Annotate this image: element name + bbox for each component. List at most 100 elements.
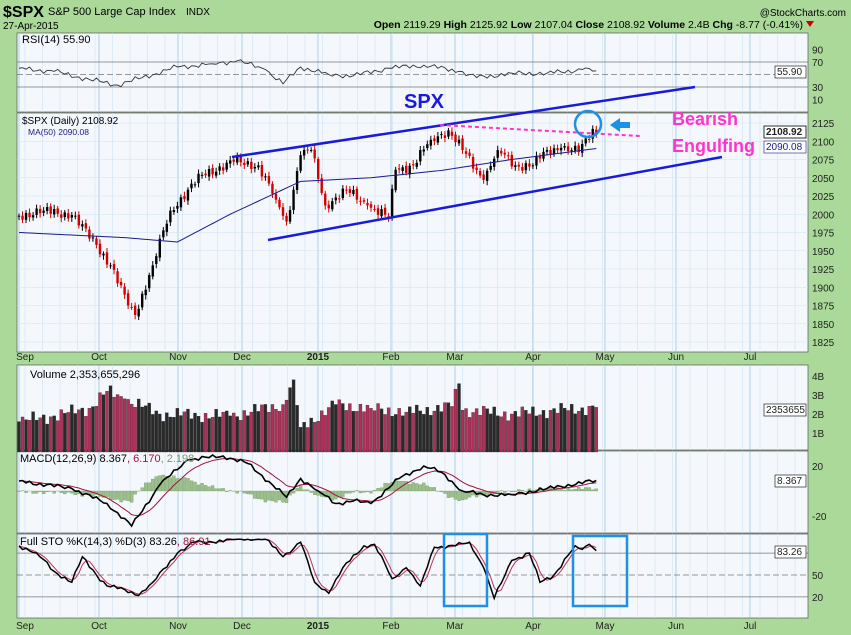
- volume-bar: [591, 405, 595, 453]
- price-bar-body: [566, 146, 570, 152]
- macd-histogram-bar: [52, 490, 56, 494]
- price-y-tick: 2025: [812, 192, 835, 203]
- volume-bar: [422, 414, 426, 453]
- x-tick-label: Jul: [744, 621, 757, 632]
- volume-bar: [453, 389, 458, 453]
- volume-bar: [27, 420, 32, 453]
- price-bar-body: [21, 215, 24, 220]
- price-y-tick: 1925: [812, 265, 835, 276]
- macd-histogram-bar: [59, 490, 63, 493]
- macd-line: [18, 454, 597, 528]
- macd-histogram-bar: [246, 490, 250, 495]
- volume-bar: [87, 408, 92, 453]
- price-bar-body: [24, 212, 28, 220]
- price-bar-body: [457, 139, 461, 144]
- svg-text:2353655: 2353655: [766, 405, 805, 416]
- price-bar-body: [317, 158, 320, 179]
- macd-histogram-bar: [17, 490, 21, 492]
- svg-text:8.367: 8.367: [777, 476, 802, 487]
- macd-histogram-bar: [520, 489, 525, 492]
- volume-y-tick: 1B: [812, 429, 825, 440]
- price-bar-body: [348, 189, 352, 193]
- volume-bar: [274, 409, 278, 453]
- volume-bar: [577, 411, 581, 453]
- ma50-line: [18, 147, 597, 243]
- price-bar-body: [197, 173, 200, 184]
- volume-bar: [277, 411, 282, 453]
- volume-bar: [415, 404, 419, 453]
- macd-histogram-bar: [168, 477, 173, 492]
- volume-bar: [330, 400, 334, 453]
- price-bar-body: [359, 200, 362, 202]
- price-bar-body: [63, 212, 66, 218]
- price-bar-body: [573, 145, 577, 151]
- chart-date: 27-Apr-2015: [3, 21, 59, 32]
- price-bar-body: [324, 193, 327, 206]
- price-bar-body: [236, 156, 239, 163]
- price-bar-body: [264, 176, 267, 178]
- volume-bar: [73, 413, 77, 453]
- macd-histogram-bar: [415, 483, 419, 492]
- macd-histogram-bar: [274, 490, 278, 503]
- x-tick-label: Oct: [91, 621, 107, 632]
- highlight-circle: [573, 109, 603, 139]
- price-bar-body: [179, 197, 183, 208]
- volume-bar: [151, 414, 155, 453]
- price-bar-body: [214, 171, 218, 176]
- symbol: $SPX: [3, 4, 44, 21]
- price-bar-body: [169, 210, 172, 223]
- volume-bar: [246, 415, 250, 453]
- quote-summary: Open 2119.29 High 2125.92 Low 2107.04 Cl…: [374, 19, 803, 31]
- price-bar-body: [493, 158, 496, 167]
- volume-bar: [496, 415, 500, 453]
- volume-bar: [566, 410, 570, 453]
- high-value: 2125.92: [470, 19, 508, 31]
- macd-histogram-bar: [397, 481, 401, 492]
- macd-histogram-bar: [411, 482, 415, 492]
- volume-y-tick: 3B: [812, 391, 825, 402]
- price-bar-body: [549, 150, 552, 154]
- down-arrow-icon: [806, 21, 814, 27]
- volume-bar: [281, 404, 285, 453]
- macd-histogram-bar: [513, 490, 517, 492]
- macd-histogram-bar: [569, 489, 574, 492]
- rsi-y-tick: 90: [812, 46, 824, 57]
- x-tick-label: May: [596, 352, 615, 363]
- volume-bar: [517, 416, 521, 453]
- price-bar-body: [556, 148, 559, 151]
- macd-histogram-bar: [210, 485, 215, 492]
- x-tick-label: Apr: [525, 352, 541, 363]
- macd-histogram-bar: [362, 490, 366, 493]
- ma-legend: MA(50) 2090.08: [28, 127, 89, 137]
- price-bar-body: [53, 209, 56, 215]
- volume-bar: [158, 413, 162, 453]
- macd-histogram-bar: [256, 490, 261, 499]
- price-bar-body: [232, 159, 235, 162]
- price-bar-body: [383, 207, 387, 215]
- volume-bar: [137, 398, 141, 453]
- price-bar-body: [211, 167, 214, 175]
- macd-histogram-bar: [313, 490, 317, 495]
- spx-annotation: SPX: [404, 91, 445, 113]
- price-bar-body: [394, 169, 397, 191]
- volume-bar: [217, 416, 222, 453]
- volume-bar: [161, 421, 165, 453]
- price-bar-body: [503, 152, 506, 155]
- macd-histogram-bar: [263, 490, 268, 503]
- macd-histogram-bar: [408, 484, 412, 492]
- macd-histogram-bar: [344, 490, 349, 494]
- volume-bar: [203, 413, 208, 453]
- volume-bar: [351, 411, 356, 453]
- price-bar-body: [274, 193, 278, 200]
- volume-bar: [404, 411, 408, 453]
- macd-histogram-bar: [429, 487, 433, 492]
- volume-bar: [175, 408, 180, 453]
- price-bar-body: [56, 208, 59, 214]
- price-bar-body: [500, 150, 503, 154]
- volume-bar: [165, 412, 169, 453]
- price-bar-body: [390, 188, 394, 217]
- volume-bar: [471, 412, 475, 453]
- volume-bar: [411, 412, 415, 453]
- price-bar-body: [137, 308, 140, 317]
- volume-bar: [527, 413, 532, 453]
